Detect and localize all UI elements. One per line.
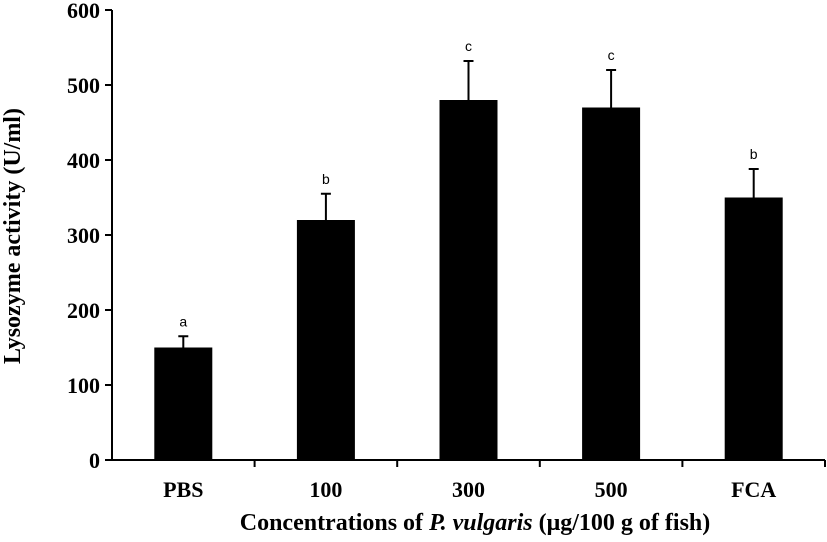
bar-500 [582, 107, 641, 460]
x-tick-label-300: 300 [452, 477, 485, 502]
x-tick-label-500: 500 [595, 477, 628, 502]
x-tick-label-pbs: PBS [163, 477, 203, 502]
y-tick-label-600: 600 [67, 0, 100, 23]
x-axis-title: Concentrations of P. vulgaris (μg/100 g … [240, 510, 711, 536]
bar-fca [724, 197, 783, 460]
bar-pbs [154, 347, 213, 460]
y-axis-title: Lysozyme activity (U/ml) [0, 108, 26, 364]
x-axis-title-part-2: (μg/100 g of fish) [533, 510, 711, 536]
y-tick-label-400: 400 [67, 148, 100, 173]
x-tick-label-fca: FCA [731, 477, 776, 502]
significance-letter-fca: b [750, 146, 758, 162]
bar-300 [439, 100, 498, 460]
y-tick-label-100: 100 [67, 373, 100, 398]
plot-area: 0 100 200 300 400 500 600 a PBS b 100 c 300 c 500 b FCA [67, 0, 826, 502]
significance-letter-500: c [608, 47, 615, 63]
x-tick-label-100: 100 [309, 477, 342, 502]
y-tick-label-300: 300 [67, 223, 100, 248]
y-tick-label-500: 500 [67, 73, 100, 98]
significance-letter-pbs: a [179, 313, 187, 329]
y-tick-label-0: 0 [89, 448, 100, 473]
significance-letter-100: b [322, 171, 330, 187]
x-axis-title-part-1: Concentrations of [240, 510, 429, 536]
bar-100 [296, 220, 355, 460]
x-axis-title-species: P. vulgaris [428, 510, 533, 536]
significance-letter-300: c [465, 38, 472, 54]
y-tick-label-200: 200 [67, 298, 100, 323]
